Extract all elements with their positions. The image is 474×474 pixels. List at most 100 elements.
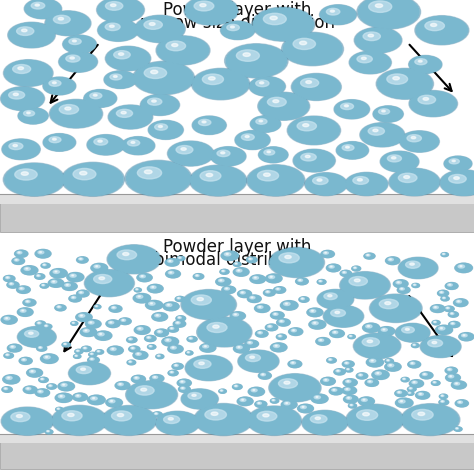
Ellipse shape [353,176,368,184]
Ellipse shape [220,269,229,274]
Ellipse shape [378,327,395,336]
Ellipse shape [376,68,434,100]
Ellipse shape [377,373,379,374]
Ellipse shape [27,369,42,377]
Ellipse shape [83,347,87,349]
Ellipse shape [22,29,27,32]
Ellipse shape [55,393,72,402]
Ellipse shape [147,98,162,105]
Ellipse shape [82,346,91,351]
Ellipse shape [312,321,318,325]
Ellipse shape [202,74,223,84]
Ellipse shape [91,397,97,400]
Ellipse shape [447,284,452,286]
Ellipse shape [152,122,178,137]
Ellipse shape [113,108,146,126]
Ellipse shape [145,336,156,342]
Ellipse shape [342,387,356,394]
Ellipse shape [433,382,436,383]
Ellipse shape [375,4,383,8]
Ellipse shape [401,377,409,382]
Ellipse shape [74,355,80,358]
Ellipse shape [165,258,179,266]
Ellipse shape [4,275,15,282]
Ellipse shape [167,141,214,166]
Ellipse shape [289,328,302,335]
Ellipse shape [346,404,404,436]
Ellipse shape [275,345,277,346]
Ellipse shape [216,278,230,286]
Ellipse shape [309,320,326,329]
Ellipse shape [82,346,91,352]
Ellipse shape [113,248,153,269]
Ellipse shape [46,430,53,434]
Ellipse shape [335,369,344,374]
Ellipse shape [283,401,295,408]
Ellipse shape [257,402,262,404]
Ellipse shape [248,407,301,435]
Ellipse shape [372,370,389,379]
Ellipse shape [76,366,91,374]
Ellipse shape [263,414,269,417]
Ellipse shape [91,358,92,359]
Ellipse shape [344,362,353,366]
Ellipse shape [178,386,191,392]
Ellipse shape [246,257,257,263]
Ellipse shape [412,283,419,288]
Ellipse shape [442,253,445,255]
Ellipse shape [441,395,444,396]
Ellipse shape [222,286,236,293]
Ellipse shape [348,404,356,408]
Ellipse shape [75,355,78,356]
Ellipse shape [45,430,53,434]
Ellipse shape [432,381,439,385]
Ellipse shape [52,405,107,436]
Ellipse shape [459,333,474,341]
Ellipse shape [332,331,338,334]
Ellipse shape [20,310,26,312]
Ellipse shape [385,359,393,364]
Ellipse shape [285,303,288,304]
Ellipse shape [137,273,152,282]
Ellipse shape [145,336,156,341]
Ellipse shape [181,389,219,409]
Ellipse shape [385,257,400,264]
Ellipse shape [255,330,268,337]
Ellipse shape [109,400,115,403]
Ellipse shape [344,272,345,273]
Ellipse shape [18,252,20,253]
Ellipse shape [447,374,458,381]
Ellipse shape [320,5,356,24]
Ellipse shape [21,328,50,344]
Ellipse shape [63,384,64,385]
Ellipse shape [166,41,186,51]
Ellipse shape [380,328,392,334]
Ellipse shape [214,149,241,163]
Ellipse shape [288,360,301,367]
Ellipse shape [148,284,163,292]
Ellipse shape [269,326,270,327]
Ellipse shape [273,400,274,401]
Ellipse shape [78,291,87,296]
Ellipse shape [248,258,252,260]
Ellipse shape [255,304,270,312]
Ellipse shape [270,343,287,352]
Ellipse shape [193,69,248,99]
Ellipse shape [108,321,118,327]
Ellipse shape [25,0,61,18]
Ellipse shape [342,145,354,151]
Ellipse shape [306,173,346,195]
Ellipse shape [310,415,327,423]
Ellipse shape [277,319,290,326]
Ellipse shape [93,94,97,96]
Ellipse shape [66,284,68,285]
Ellipse shape [170,371,173,373]
Ellipse shape [330,388,341,394]
Ellipse shape [99,277,105,280]
Ellipse shape [349,277,367,286]
Ellipse shape [10,166,56,191]
Ellipse shape [211,412,218,415]
Ellipse shape [35,389,50,397]
Ellipse shape [250,116,281,132]
Ellipse shape [43,264,46,265]
